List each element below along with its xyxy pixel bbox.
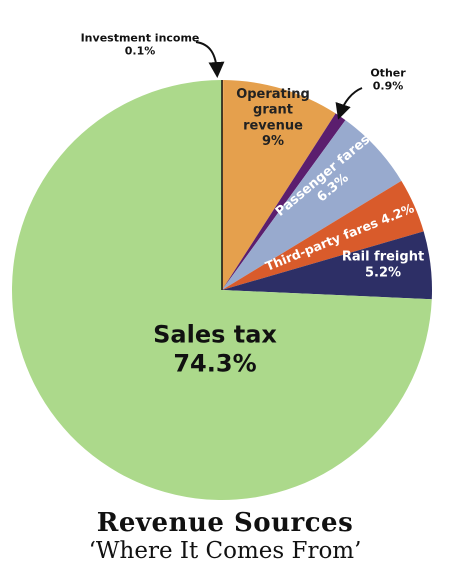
callout-arrow-investment-income	[195, 41, 225, 78]
pie-slice-other	[222, 113, 346, 290]
slice-text-operating-grant-revenue: Operating	[236, 87, 310, 102]
pie-slice-rail-freight	[222, 231, 432, 300]
pie-slice-operating-grant-revenue	[222, 80, 336, 290]
slice-value-sales-tax: 74.3%	[173, 349, 256, 377]
slice-value-other: 0.9%	[373, 80, 404, 93]
chart-subtitle: ‘Where It Comes From’	[88, 538, 362, 564]
callout-arrow-other	[335, 87, 363, 120]
slice-text-investment-income: Investment income	[81, 31, 200, 44]
slice-text-rail-freight: Rail freight	[342, 250, 424, 265]
chart-title: Revenue Sources	[96, 508, 354, 538]
pie-slice-third-party-fares	[222, 180, 424, 290]
slice-text-sales-tax: Sales tax	[153, 321, 277, 349]
slice-value-investment-income: 0.1%	[125, 45, 156, 58]
pie-slice-passenger-fares	[222, 120, 402, 290]
slice-text-operating-grant-revenue: revenue	[243, 118, 303, 133]
slice-text-other: Other	[370, 66, 406, 79]
slice-value-operating-grant-revenue: 9%	[262, 134, 284, 149]
slice-text-operating-grant-revenue: grant	[253, 103, 293, 118]
slice-value-rail-freight: 5.2%	[365, 265, 401, 280]
